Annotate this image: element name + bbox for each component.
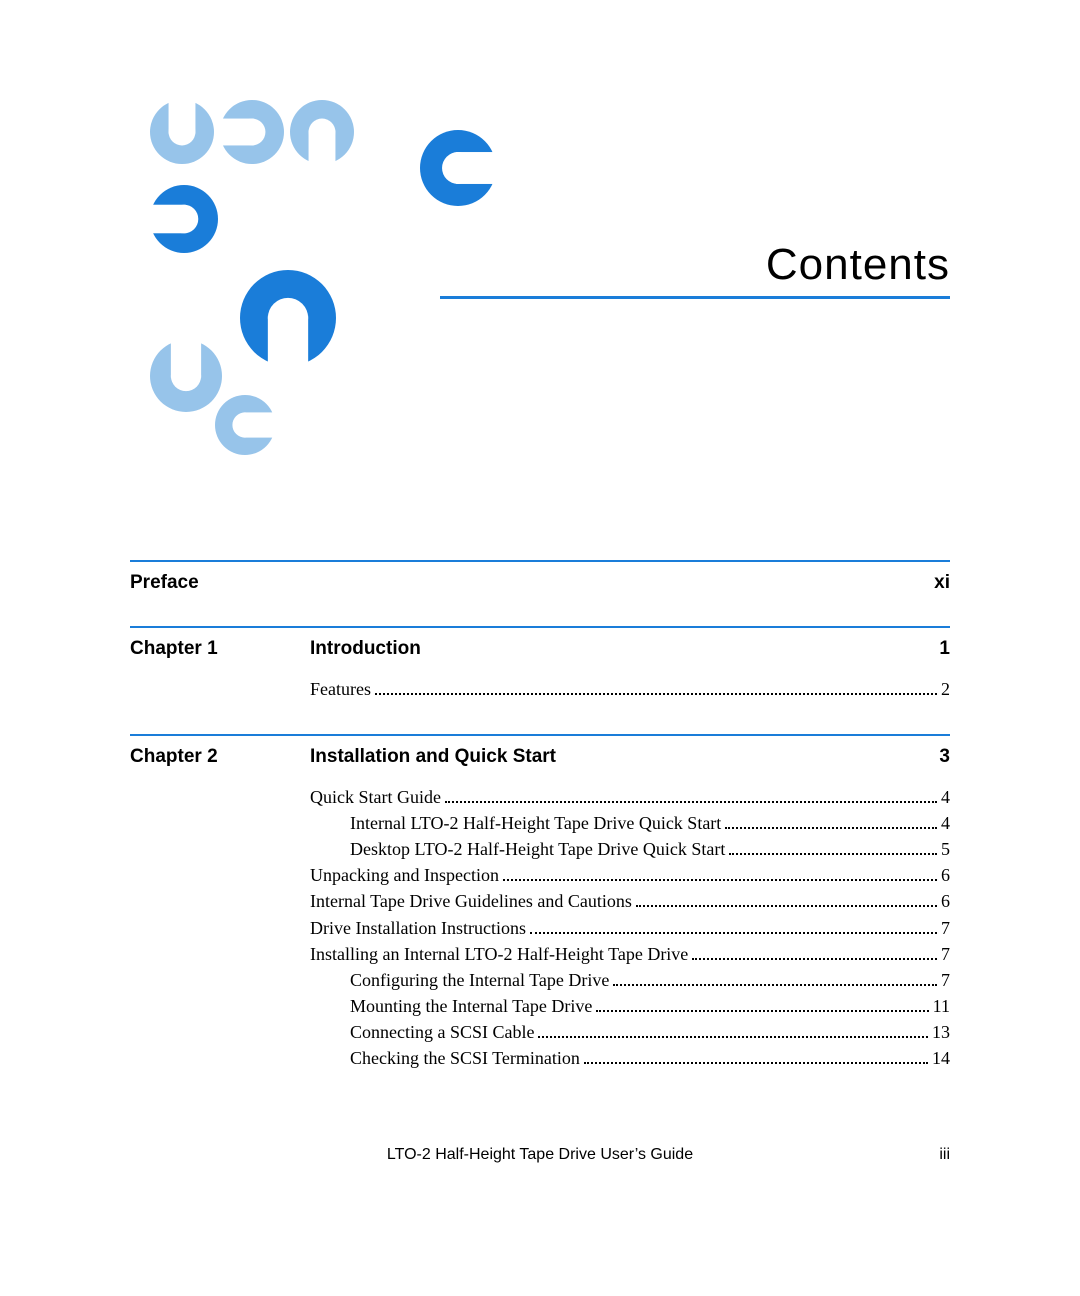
section-left-label: Chapter 1: [130, 638, 310, 660]
section-header: Chapter 1Introduction1: [130, 638, 950, 660]
entry-page: 5: [941, 836, 950, 862]
section-page: xi: [910, 572, 950, 594]
toc-entry: Checking the SCSI Termination 14: [310, 1045, 950, 1071]
title-rule: [440, 296, 950, 299]
section-header: Chapter 2Installation and Quick Start3: [130, 746, 950, 768]
entry-page: 4: [941, 810, 950, 836]
footer-page-number: iii: [910, 1146, 950, 1164]
entry-label: Configuring the Internal Tape Drive: [350, 967, 609, 993]
section-rule: [130, 734, 950, 736]
entry-page: 6: [941, 862, 950, 888]
section-left-label: Preface: [130, 572, 310, 594]
toc-entry: Quick Start Guide 4: [310, 784, 950, 810]
leader-dots: [596, 1010, 928, 1012]
entry-page: 7: [941, 941, 950, 967]
entry-label: Desktop LTO-2 Half-Height Tape Drive Qui…: [350, 836, 725, 862]
section-title: Installation and Quick Start: [310, 746, 910, 768]
toc-section: Chapter 2Installation and Quick Start3 Qu…: [130, 734, 950, 1071]
entry-page: 4: [941, 784, 950, 810]
toc-entry: Connecting a SCSI Cable 13: [310, 1019, 950, 1045]
toc-entry: Installing an Internal LTO-2 Half-Height…: [310, 941, 950, 967]
section-rule: [130, 626, 950, 628]
toc-entry: Configuring the Internal Tape Drive 7: [310, 967, 950, 993]
entry-label: Features: [310, 676, 371, 702]
section-header: Preface xi: [130, 572, 950, 594]
entry-page: 7: [941, 915, 950, 941]
entry-label: Internal LTO-2 Half-Height Tape Drive Qu…: [350, 810, 721, 836]
page-title: Contents: [440, 240, 950, 290]
toc-entry: Internal LTO-2 Half-Height Tape Drive Qu…: [310, 810, 950, 836]
entry-label: Installing an Internal LTO-2 Half-Height…: [310, 941, 688, 967]
section-page: 1: [910, 638, 950, 660]
leader-dots: [538, 1036, 928, 1038]
toc-section: Preface xi: [130, 560, 950, 594]
entry-label: Internal Tape Drive Guidelines and Cauti…: [310, 888, 632, 914]
entry-page: 13: [932, 1019, 950, 1045]
entry-page: 2: [941, 676, 950, 702]
footer-title: LTO-2 Half-Height Tape Drive User’s Guid…: [170, 1146, 910, 1164]
leader-dots: [584, 1062, 928, 1064]
toc-entry: Unpacking and Inspection 6: [310, 862, 950, 888]
toc-entry: Mounting the Internal Tape Drive 11: [310, 993, 950, 1019]
toc-section: Chapter 1Introduction1 Features 2: [130, 626, 950, 702]
section-left-label: Chapter 2: [130, 746, 310, 768]
section-entries: Quick Start Guide 4 Internal LTO-2 Half-He…: [310, 784, 950, 1071]
toc-entry: Drive Installation Instructions 7: [310, 915, 950, 941]
section-title: [310, 572, 910, 594]
section-rule: [130, 560, 950, 562]
toc-entry: Features 2: [310, 676, 950, 702]
toc-entry: Internal Tape Drive Guidelines and Cauti…: [310, 888, 950, 914]
entry-label: Connecting a SCSI Cable: [350, 1019, 534, 1045]
section-page: 3: [910, 746, 950, 768]
leader-dots: [729, 853, 937, 855]
page-footer: LTO-2 Half-Height Tape Drive User’s Guid…: [130, 1146, 950, 1164]
section-title: Introduction: [310, 638, 910, 660]
leader-dots: [375, 693, 937, 695]
entry-label: Checking the SCSI Termination: [350, 1045, 580, 1071]
leader-dots: [636, 905, 937, 907]
leader-dots: [503, 879, 937, 881]
entry-label: Drive Installation Instructions: [310, 915, 526, 941]
logo-graphic: Contents: [130, 100, 950, 440]
leader-dots: [692, 958, 937, 960]
entry-page: 7: [941, 967, 950, 993]
leader-dots: [445, 801, 937, 803]
leader-dots: [530, 932, 937, 934]
entry-label: Quick Start Guide: [310, 784, 441, 810]
leader-dots: [725, 827, 937, 829]
table-of-contents: Preface xi Chapter 1Introduction1 Features 2…: [130, 560, 950, 1071]
entry-label: Unpacking and Inspection: [310, 862, 499, 888]
entry-page: 14: [932, 1045, 950, 1071]
entry-page: 11: [933, 993, 950, 1019]
toc-entry: Desktop LTO-2 Half-Height Tape Drive Qui…: [310, 836, 950, 862]
leader-dots: [613, 984, 937, 986]
entry-page: 6: [941, 888, 950, 914]
section-entries: Features 2: [310, 676, 950, 702]
entry-label: Mounting the Internal Tape Drive: [350, 993, 592, 1019]
